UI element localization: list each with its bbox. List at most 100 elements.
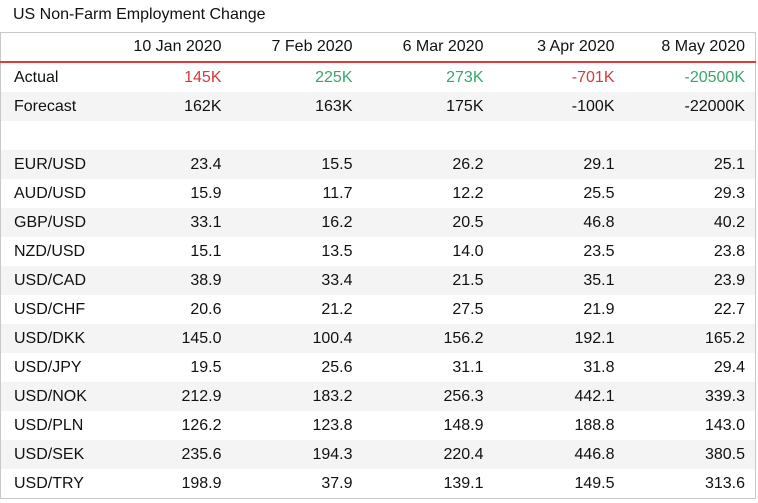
header-corner <box>0 32 101 63</box>
spacer-cell <box>494 121 625 150</box>
pair-label: NZD/USD <box>0 237 101 266</box>
pair-value: 23.4 <box>100 150 232 179</box>
pair-row: USD/DKK 145.0 100.4 156.2 192.1 165.2 <box>0 324 756 353</box>
spacer-cell <box>101 121 232 150</box>
pair-value: 25.1 <box>624 150 756 179</box>
pair-row: USD/SEK 235.6 194.3 220.4 446.8 380.5 <box>0 440 756 469</box>
pair-value: 339.3 <box>624 382 756 411</box>
actual-value: -701K <box>571 68 615 86</box>
pair-value: 23.9 <box>624 266 756 295</box>
pair-value: 23.8 <box>624 237 756 266</box>
actual-value: 225K <box>315 68 353 86</box>
pair-label: USD/JPY <box>0 353 101 382</box>
pair-value: 15.9 <box>190 184 222 202</box>
spacer-cell <box>0 121 101 150</box>
forecast-value: -22000K <box>624 92 756 121</box>
pair-value: 21.9 <box>583 300 615 318</box>
pair-value: 38.9 <box>100 266 232 295</box>
pair-value: 33.1 <box>100 208 232 237</box>
pair-value: 15.5 <box>231 150 363 179</box>
pair-value: 235.6 <box>100 440 232 469</box>
pair-value: 149.5 <box>493 469 625 499</box>
pair-row: USD/CAD 38.9 33.4 21.5 35.1 23.9 <box>0 266 756 295</box>
pair-label: EUR/USD <box>0 150 101 179</box>
pair-value: 194.3 <box>231 440 363 469</box>
pair-value: 12.2 <box>452 184 484 202</box>
pair-value: 156.2 <box>362 324 494 353</box>
spacer-cell <box>232 121 363 150</box>
pair-value: 123.8 <box>312 416 353 434</box>
header-row: 10 Jan 2020 7 Feb 2020 6 Mar 2020 3 Apr … <box>0 32 756 63</box>
pair-value: 188.8 <box>574 416 615 434</box>
pair-value: 31.8 <box>583 358 615 376</box>
pair-value: 23.5 <box>583 242 615 260</box>
forecast-value: 163K <box>231 92 363 121</box>
pair-value: 21.5 <box>362 266 494 295</box>
pair-row: NZD/USD 15.1 13.5 14.0 23.5 23.8 <box>0 237 756 266</box>
pair-value: 256.3 <box>362 382 494 411</box>
pair-label: USD/SEK <box>0 440 101 469</box>
column-header: 10 Jan 2020 <box>100 32 232 63</box>
pair-value: 21.2 <box>321 300 353 318</box>
pair-row: USD/CHF 20.6 21.2 27.5 21.9 22.7 <box>0 295 756 324</box>
pair-label: USD/PLN <box>0 411 101 440</box>
pair-value: 22.7 <box>624 295 756 324</box>
pair-value: 183.2 <box>231 382 363 411</box>
pair-value: 100.4 <box>231 324 363 353</box>
actual-row: Actual 145K 225K 273K -701K -20500K <box>0 62 756 92</box>
pair-value: 25.6 <box>321 358 353 376</box>
actual-value: 273K <box>446 68 484 86</box>
pair-value: 29.3 <box>624 179 756 208</box>
pair-value: 25.5 <box>583 184 615 202</box>
spacer-cell <box>624 121 756 150</box>
pair-label: USD/NOK <box>0 382 101 411</box>
pair-value: 40.2 <box>624 208 756 237</box>
pair-value: 446.8 <box>493 440 625 469</box>
pair-value: 14.0 <box>452 242 484 260</box>
pair-value: 192.1 <box>493 324 625 353</box>
pair-value: 37.9 <box>231 469 363 499</box>
column-header: 6 Mar 2020 <box>362 32 494 63</box>
pair-value: 220.4 <box>362 440 494 469</box>
pair-value: 20.6 <box>190 300 222 318</box>
pair-row: USD/JPY 19.5 25.6 31.1 31.8 29.4 <box>0 353 756 382</box>
pair-label: GBP/USD <box>0 208 101 237</box>
data-table: 10 Jan 2020 7 Feb 2020 6 Mar 2020 3 Apr … <box>0 32 756 499</box>
row-label: Forecast <box>0 92 101 121</box>
pair-value: 15.1 <box>190 242 222 260</box>
pair-label: USD/DKK <box>0 324 101 353</box>
spacer-row <box>0 121 756 150</box>
column-header: 8 May 2020 <box>624 32 756 63</box>
pair-value: 35.1 <box>493 266 625 295</box>
pair-value: 29.4 <box>624 353 756 382</box>
pair-value: 442.1 <box>493 382 625 411</box>
column-header: 3 Apr 2020 <box>493 32 625 63</box>
forecast-value: 162K <box>100 92 232 121</box>
pair-value: 46.8 <box>493 208 625 237</box>
spacer-cell <box>363 121 494 150</box>
pair-value: 11.7 <box>322 184 353 202</box>
pair-value: 145.0 <box>100 324 232 353</box>
pair-label: USD/TRY <box>0 469 101 499</box>
pair-value: 26.2 <box>362 150 494 179</box>
pair-value: 19.5 <box>190 358 222 376</box>
actual-value: -20500K <box>624 62 756 92</box>
pair-value: 20.5 <box>362 208 494 237</box>
pair-row: GBP/USD 33.1 16.2 20.5 46.8 40.2 <box>0 208 756 237</box>
pair-value: 33.4 <box>231 266 363 295</box>
pair-row: USD/NOK 212.9 183.2 256.3 442.1 339.3 <box>0 382 756 411</box>
pair-value: 31.1 <box>452 358 484 376</box>
pair-row: USD/TRY 198.9 37.9 139.1 149.5 313.6 <box>0 469 756 499</box>
pair-value: 198.9 <box>100 469 232 499</box>
column-header: 7 Feb 2020 <box>231 32 363 63</box>
table-title: US Non-Farm Employment Change <box>13 6 266 23</box>
pair-label: AUD/USD <box>0 179 101 208</box>
pair-value: 16.2 <box>231 208 363 237</box>
forecast-value: -100K <box>493 92 625 121</box>
pair-value: 143.0 <box>624 411 756 440</box>
pair-row: AUD/USD 15.9 11.7 12.2 25.5 29.3 <box>0 179 756 208</box>
pair-value: 139.1 <box>362 469 494 499</box>
pair-value: 313.6 <box>624 469 756 499</box>
forecast-row: Forecast 162K 163K 175K -100K -22000K <box>0 92 756 121</box>
